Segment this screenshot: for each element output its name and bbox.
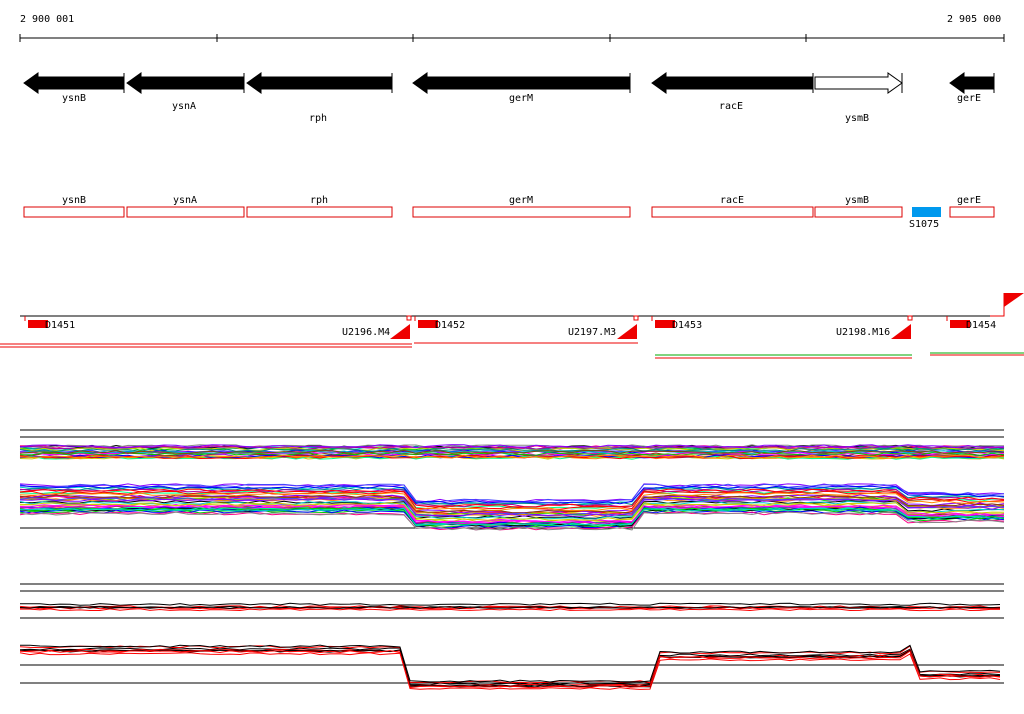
- terminator-flag: [390, 324, 410, 339]
- gene-arrow-racE[interactable]: [651, 72, 814, 94]
- profile-line: [19, 507, 1005, 527]
- anno-box-gerE[interactable]: [949, 206, 995, 218]
- promoter-block: [418, 320, 438, 328]
- edge-arm: [990, 293, 1005, 317]
- anno-label-ysnA: ysnA: [172, 195, 198, 206]
- profile-line: [19, 511, 1005, 531]
- profile-line: [20, 608, 1000, 612]
- promoter-block: [950, 320, 970, 328]
- profile-line: [20, 602, 1001, 606]
- gene-arrow-rph[interactable]: [246, 72, 393, 94]
- feature-label-s1075[interactable]: S1075: [909, 219, 940, 230]
- profile-line: [19, 502, 1005, 521]
- ruler-start-label: 2 900 001: [20, 14, 75, 25]
- profile-line: [19, 454, 1005, 459]
- edge-flag: [1004, 293, 1024, 307]
- promoter-block: [28, 320, 48, 328]
- anno-label-ysnB: ysnB: [61, 195, 87, 206]
- terminator-label-u2196[interactable]: U2196.M4: [342, 327, 391, 338]
- profile-line: [19, 444, 1005, 449]
- anno-box-racE[interactable]: [651, 206, 814, 218]
- gene-arrow-ysnB[interactable]: [23, 72, 125, 94]
- gene-label-ysnB[interactable]: ysnB: [61, 93, 87, 104]
- anno-label-racE: racE: [719, 195, 745, 206]
- anno-box-ysnA[interactable]: [126, 206, 245, 218]
- terminator-marker: [406, 315, 412, 321]
- feature-s1075-box[interactable]: [912, 207, 941, 217]
- gene-arrow-gerE[interactable]: [949, 72, 995, 94]
- profile-line: [19, 444, 1005, 449]
- gene-arrow-ysnA[interactable]: [126, 72, 245, 94]
- coordinate-ruler: [19, 34, 1005, 42]
- profile-line: [19, 494, 1005, 514]
- anno-box-ysnB[interactable]: [23, 206, 125, 218]
- profile-line: [19, 492, 1005, 512]
- gene-label-racE[interactable]: racE: [718, 101, 744, 112]
- profile-line: [19, 500, 1005, 519]
- promoter-label-d1453[interactable]: D1453: [672, 320, 703, 331]
- terminator-marker: [907, 315, 913, 321]
- profile-line: [19, 497, 1005, 517]
- anno-label-gerE: gerE: [956, 195, 982, 206]
- profile-line: [19, 450, 1005, 455]
- profile-line: [19, 500, 1005, 520]
- terminator-marker: [633, 315, 639, 321]
- terminator-flag: [891, 324, 911, 339]
- profile-line: [19, 606, 1001, 610]
- anno-label-rph: rph: [309, 195, 329, 206]
- gene-label-ysnA[interactable]: ysnA: [171, 101, 197, 112]
- gene-label-ysmB[interactable]: ysmB: [844, 113, 870, 124]
- promoter-label-d1454[interactable]: D1454: [966, 320, 997, 331]
- profile-line: [19, 485, 1005, 505]
- profile-line: [19, 648, 1001, 687]
- profile-line: [19, 505, 1004, 525]
- anno-box-rph[interactable]: [246, 206, 393, 218]
- terminator-label-u2198[interactable]: U2198.M16: [836, 327, 891, 338]
- anno-label-ysmB: ysmB: [844, 195, 870, 206]
- profile-line: [19, 486, 1005, 506]
- annotation-track: [23, 206, 995, 218]
- promoter-track: [0, 293, 1024, 359]
- promoter-block: [655, 320, 675, 328]
- profile-line: [19, 511, 1005, 531]
- gene-arrow-gerM[interactable]: [412, 72, 631, 94]
- gene-track: [23, 72, 995, 94]
- gene-label-gerM[interactable]: gerM: [508, 93, 534, 104]
- expression-panel-2: [19, 583, 1004, 690]
- profile-line: [19, 652, 1001, 690]
- expression-panel-1: [19, 429, 1005, 531]
- profile-line: [20, 644, 1001, 683]
- promoter-label-d1452[interactable]: D1452: [435, 320, 466, 331]
- terminator-flag: [617, 324, 637, 339]
- profile-line: [19, 650, 1001, 689]
- profile-line: [19, 449, 1005, 454]
- anno-box-ysmB[interactable]: [814, 206, 903, 218]
- profile-line: [19, 488, 1005, 508]
- gene-arrow-ysmB[interactable]: [814, 72, 903, 94]
- profile-line: [19, 447, 1005, 452]
- anno-box-gerM[interactable]: [412, 206, 631, 218]
- promoter-label-d1451[interactable]: D1451: [45, 320, 76, 331]
- terminator-label-u2197[interactable]: U2197.M3: [568, 327, 617, 338]
- profile-line: [19, 488, 1005, 508]
- profile-line: [19, 645, 1001, 684]
- gene-label-gerE[interactable]: gerE: [956, 93, 982, 104]
- ruler-end-label: 2 905 000: [947, 14, 1002, 25]
- gene-label-rph[interactable]: rph: [308, 113, 328, 124]
- anno-label-gerM: gerM: [508, 195, 534, 206]
